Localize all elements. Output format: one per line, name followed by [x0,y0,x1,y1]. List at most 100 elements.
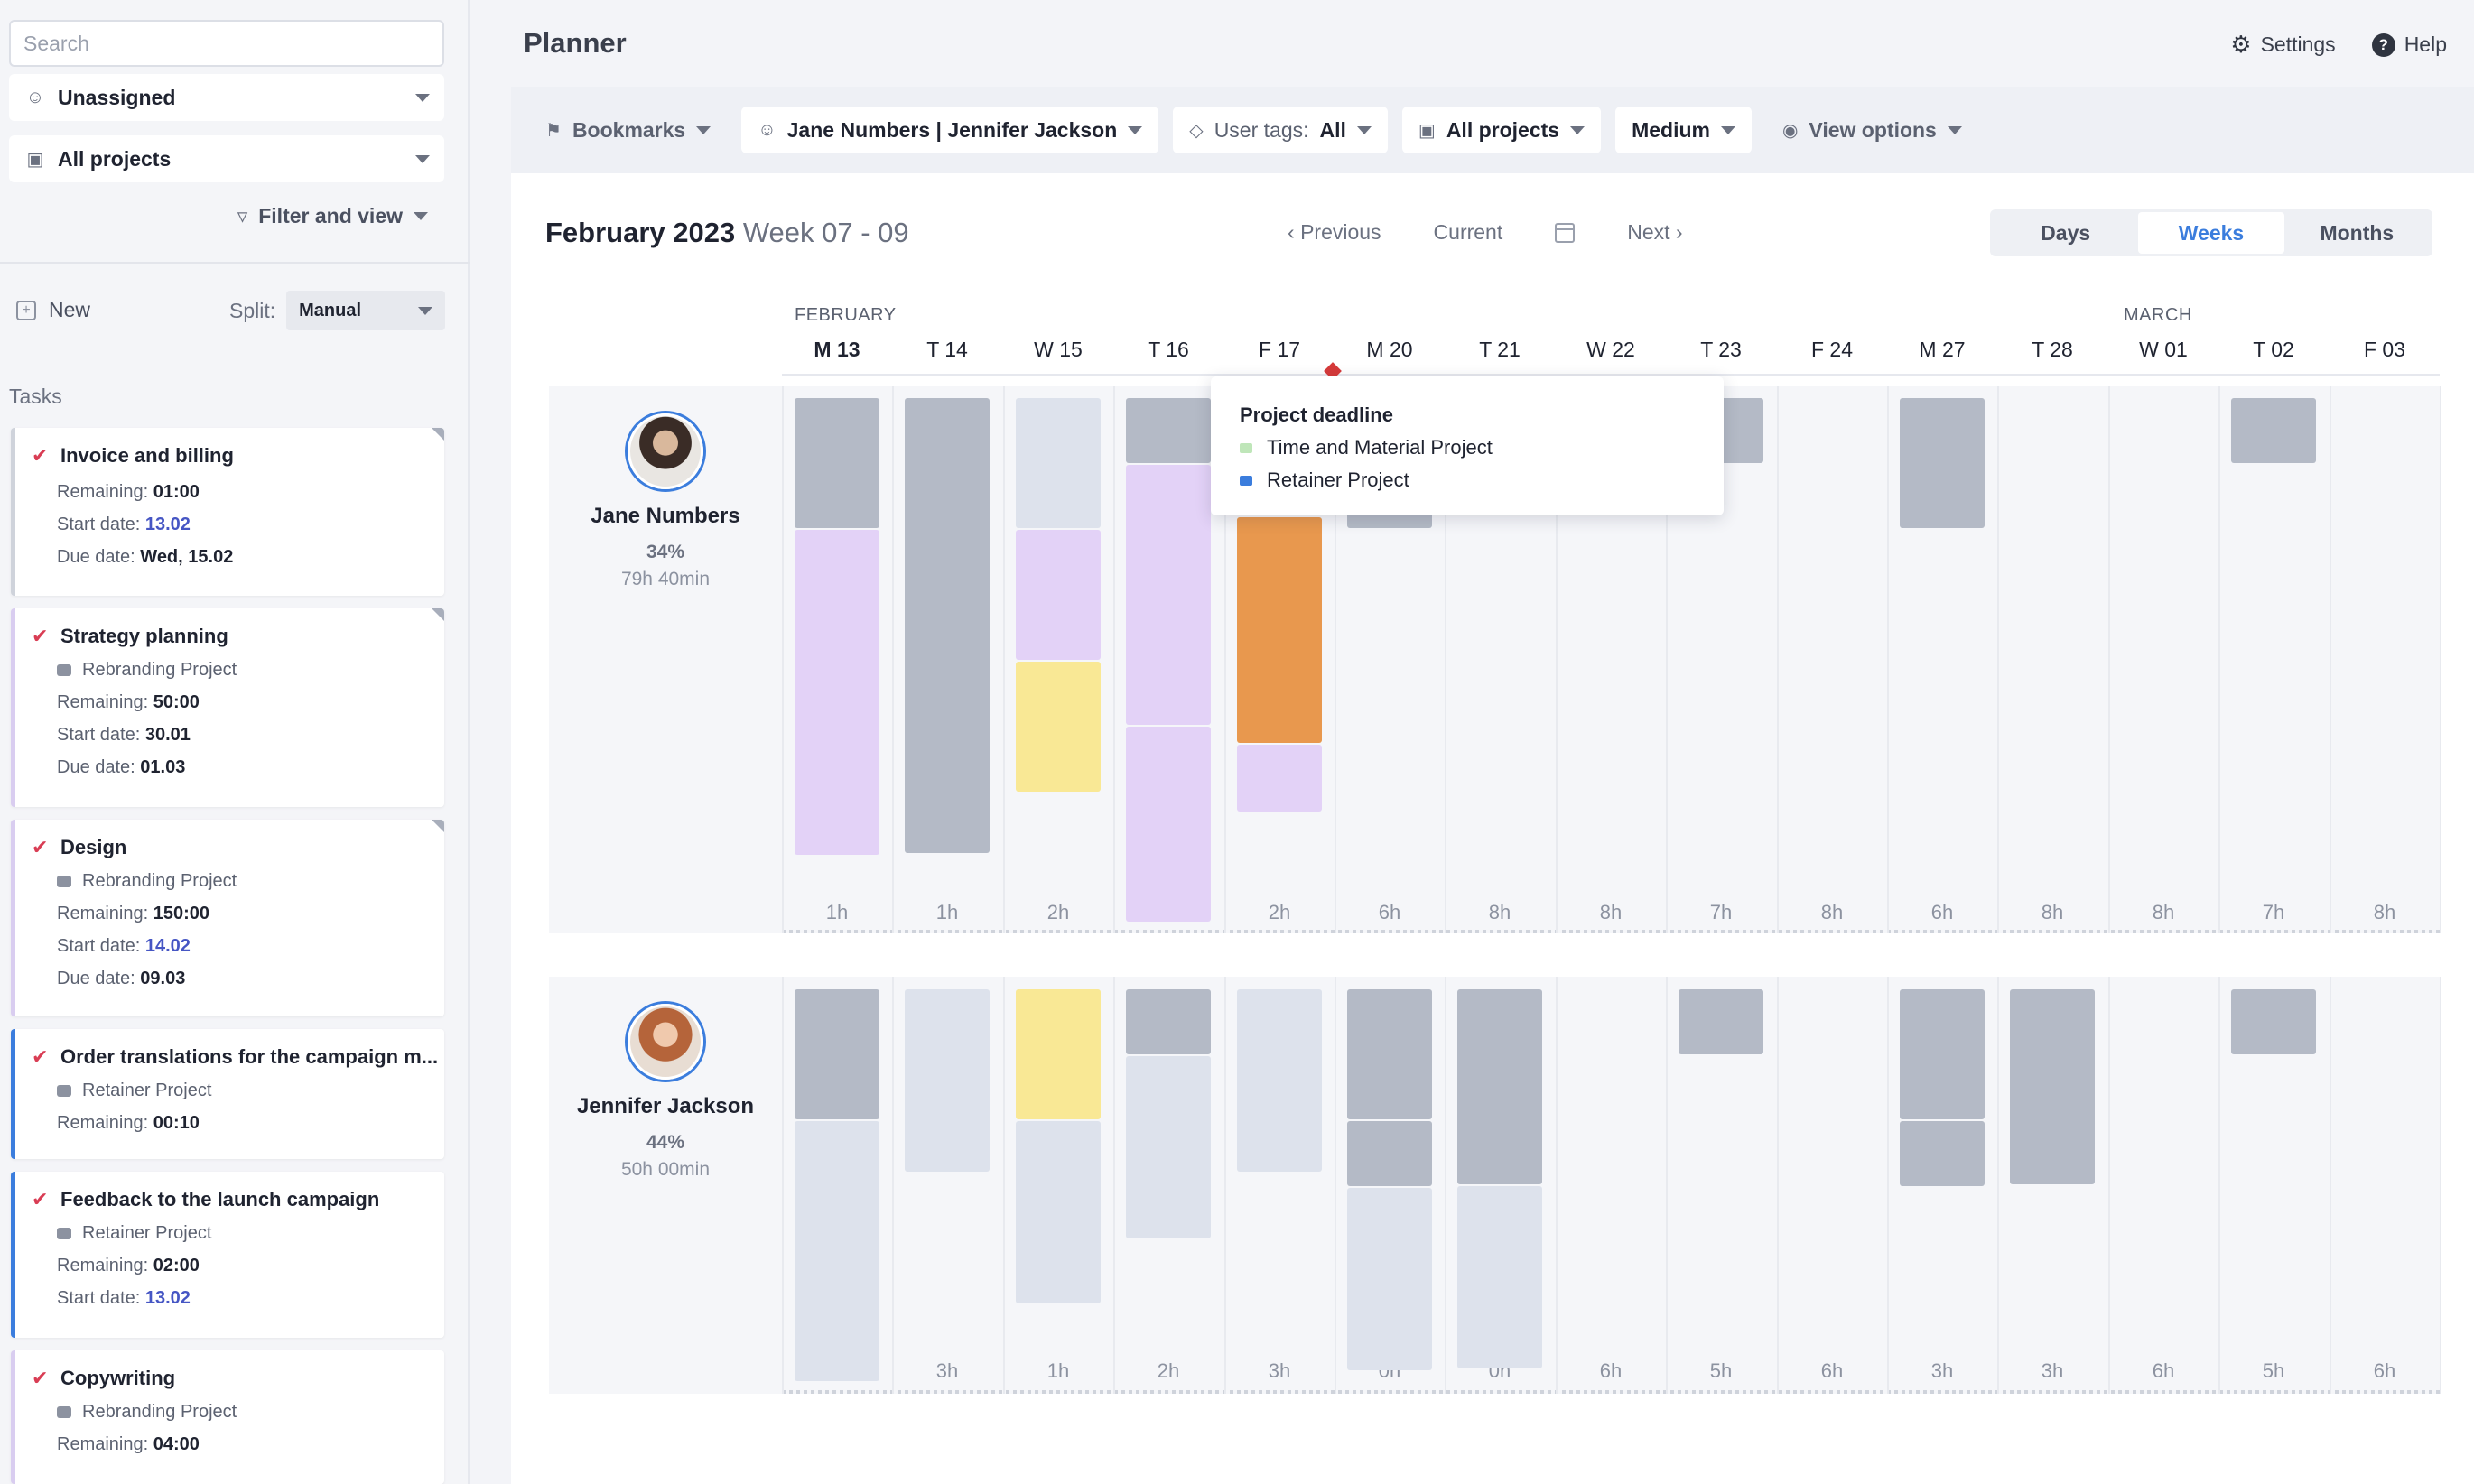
allocation-bar[interactable] [1457,989,1542,1184]
task-card[interactable]: ✔ Design Rebranding Project Remaining: 15… [11,820,444,1016]
task-card[interactable]: ✔ Invoice and billing Remaining: 01:00 St… [11,428,444,596]
start-value: 30.01 [144,725,191,745]
day-header: T 23 [1700,338,1742,361]
task-card[interactable]: ✔ Feedback to the launch campaign Retaine… [11,1172,444,1338]
next-button[interactable]: Next › [1627,220,1683,244]
user-jane[interactable]: Jane Numbers 34% 79h 40min [549,413,782,590]
day-header: F 03 [2363,338,2406,361]
allocation-bar[interactable] [1237,989,1322,1172]
plus-icon: + [16,300,36,320]
allocation-bar[interactable] [1457,1186,1542,1368]
allocation-bar[interactable] [795,398,879,528]
allocation-bar[interactable] [2010,989,2095,1184]
tab-weeks[interactable]: Weeks [2138,212,2284,254]
column-divider [2330,977,2331,1394]
task-card[interactable]: ✔ Strategy planning Rebranding Project Re… [11,608,444,807]
allocation-bar[interactable] [1016,1121,1101,1303]
allocation-bar[interactable] [1126,989,1211,1054]
day-total: 6h [2152,1359,2175,1382]
day-total: 2h [1268,901,1291,923]
day-total: 8h [1488,901,1511,923]
allocation-bar[interactable] [2231,989,2316,1054]
remaining-value: 02:00 [153,1256,200,1275]
checkmark-icon: ✔ [32,444,49,467]
users-label: Jane Numbers | Jennifer Jackson [786,117,1118,142]
allocation-bar[interactable] [1900,398,1985,528]
allocation-bar[interactable] [1016,530,1101,660]
previous-button[interactable]: ‹ Previous [1288,220,1381,244]
filter-and-view-button[interactable]: ▿ Filter and view [237,204,428,228]
allocation-bar[interactable] [1347,1121,1432,1186]
calendar-icon[interactable] [1555,222,1576,243]
column-divider [2218,977,2220,1394]
allocation-bar[interactable] [1016,662,1101,792]
due-label: Due date: [57,757,135,777]
size-dropdown[interactable]: Medium [1615,107,1752,153]
bookmarks-dropdown[interactable]: ⚑ Bookmarks [529,107,727,153]
allocation-bar[interactable] [795,530,879,855]
tab-days[interactable]: Days [2041,220,2091,245]
day-header: T 21 [1479,338,1521,361]
bookmarks-label: Bookmarks [572,117,686,142]
due-value: 01.03 [140,757,186,777]
day-total: 6h [1599,1359,1623,1382]
column-divider [1113,386,1115,933]
allocation-bar[interactable] [1016,398,1101,528]
view-options-dropdown[interactable]: ◉ View options [1766,107,1978,153]
project-select[interactable]: ▣ All projects [9,135,444,182]
user-icon: ☺ [25,87,45,107]
filter-and-view-label: Filter and view [258,204,403,227]
allocation-bar[interactable] [1126,465,1211,725]
tooltip-item-label: Time and Material Project [1267,436,1493,459]
task-title: Copywriting [60,1367,176,1389]
new-task-button[interactable]: + New [16,298,90,322]
user-tags-value: All [1319,117,1346,142]
allocation-bar[interactable] [905,398,990,853]
allocation-bar[interactable] [1126,1056,1211,1238]
allocation-bar[interactable] [905,989,990,1172]
allocation-bar[interactable] [1016,989,1101,1119]
day-total: 8h [2152,901,2175,923]
split-select-value: Manual [299,300,362,320]
project-name: Retainer Project [82,1223,212,1243]
remaining-label: Remaining: [57,1434,149,1454]
allocation-bar[interactable] [1900,1121,1985,1186]
day-header: M 13 [814,338,860,361]
allocation-bar[interactable] [1237,517,1322,743]
allocation-bar[interactable] [795,1121,879,1381]
help-button[interactable]: ? Help [2371,31,2447,59]
user-jennifer[interactable]: Jennifer Jackson 44% 50h 00min [549,1004,782,1181]
current-button[interactable]: Current [1433,220,1503,244]
checkmark-icon: ✔ [32,1367,49,1389]
task-card[interactable]: ✔ Copywriting Rebranding Project Remainin… [11,1350,444,1484]
project-name: Rebranding Project [82,660,237,680]
split-select[interactable]: Manual [286,291,446,330]
allocation-bar[interactable] [1679,989,1763,1054]
users-dropdown[interactable]: ☺ Jane Numbers | Jennifer Jackson [741,107,1159,153]
remaining-value: 04:00 [153,1434,200,1454]
column-divider [1224,977,1226,1394]
task-title: Strategy planning [60,625,228,647]
user-tags-dropdown[interactable]: ◇ User tags: All [1173,107,1388,153]
search-input[interactable]: Search [9,20,444,67]
allocation-bar[interactable] [2231,398,2316,463]
allocation-bar[interactable] [795,989,879,1119]
allocation-bar[interactable] [1126,727,1211,922]
assignee-select[interactable]: ☺ Unassigned [9,74,444,121]
project-name: Retainer Project [82,1081,212,1100]
allocation-bar[interactable] [1347,1188,1432,1370]
start-label: Start date: [57,1288,141,1308]
day-total: 3h [2041,1359,2064,1382]
projects-dropdown[interactable]: ▣ All projects [1401,107,1602,153]
checkmark-icon: ✔ [32,1045,49,1068]
column-divider [1003,977,1005,1394]
tab-months[interactable]: Months [2320,220,2395,245]
settings-button[interactable]: ⚙ Settings [2230,31,2335,59]
allocation-bar[interactable] [1347,989,1432,1119]
allocation-bar[interactable] [1237,745,1322,812]
allocation-bar[interactable] [1126,398,1211,463]
task-card[interactable]: ✔ Order translations for the campaign m..… [11,1029,444,1159]
tasks-heading: Tasks [9,385,62,408]
allocation-bar[interactable] [1900,989,1985,1119]
column-divider [1556,977,1558,1394]
